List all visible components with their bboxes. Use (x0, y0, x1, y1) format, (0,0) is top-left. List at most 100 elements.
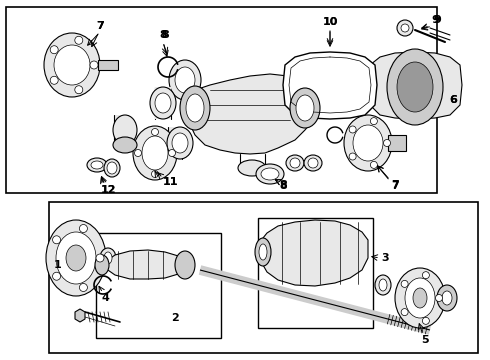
Circle shape (401, 309, 408, 316)
Bar (388, 135, 406, 151)
Ellipse shape (413, 288, 427, 308)
Ellipse shape (107, 162, 117, 174)
Text: 7: 7 (391, 180, 399, 190)
Ellipse shape (44, 33, 100, 97)
Text: 2: 2 (171, 313, 179, 323)
Ellipse shape (104, 252, 112, 264)
Ellipse shape (353, 125, 383, 161)
Circle shape (134, 149, 142, 157)
Ellipse shape (375, 275, 391, 295)
Ellipse shape (290, 88, 320, 128)
Ellipse shape (175, 67, 195, 93)
Circle shape (151, 129, 158, 135)
Text: 8: 8 (279, 181, 287, 191)
Ellipse shape (133, 126, 177, 180)
Polygon shape (283, 52, 377, 119)
Circle shape (50, 46, 58, 54)
Ellipse shape (256, 164, 284, 184)
Ellipse shape (308, 158, 318, 168)
Text: 8: 8 (161, 30, 169, 40)
Ellipse shape (180, 86, 210, 130)
Text: 8: 8 (279, 180, 287, 190)
Circle shape (370, 118, 377, 125)
Bar (96, 233, 221, 338)
Ellipse shape (142, 136, 168, 170)
Circle shape (50, 76, 58, 84)
Text: 9: 9 (431, 15, 439, 25)
Ellipse shape (259, 244, 267, 260)
Circle shape (75, 86, 83, 94)
Ellipse shape (155, 93, 171, 113)
Ellipse shape (255, 238, 271, 266)
Text: 6: 6 (449, 95, 457, 105)
Ellipse shape (387, 49, 443, 125)
Circle shape (422, 317, 429, 324)
Ellipse shape (186, 94, 204, 122)
Text: 12: 12 (100, 185, 116, 195)
Text: 11: 11 (162, 177, 178, 187)
Ellipse shape (238, 160, 266, 176)
Ellipse shape (100, 248, 116, 268)
Ellipse shape (172, 133, 188, 153)
Circle shape (384, 140, 391, 147)
Ellipse shape (87, 158, 107, 172)
Text: 3: 3 (381, 253, 389, 263)
Text: 10: 10 (322, 17, 338, 27)
Text: 9: 9 (433, 15, 441, 25)
Text: 10: 10 (322, 17, 338, 27)
Circle shape (422, 272, 429, 279)
Bar (168, 127, 182, 159)
Circle shape (52, 236, 61, 244)
Polygon shape (75, 309, 85, 322)
Polygon shape (102, 250, 185, 279)
Circle shape (151, 171, 158, 177)
Text: 6: 6 (449, 95, 457, 105)
Circle shape (75, 36, 83, 44)
Circle shape (349, 126, 356, 133)
Ellipse shape (167, 127, 193, 159)
Ellipse shape (344, 115, 392, 171)
Text: 11: 11 (162, 177, 178, 187)
Circle shape (401, 24, 409, 32)
Text: 8: 8 (159, 30, 167, 40)
Ellipse shape (113, 137, 137, 153)
Circle shape (79, 283, 87, 292)
Ellipse shape (261, 168, 279, 180)
Ellipse shape (442, 291, 452, 305)
Ellipse shape (113, 115, 137, 145)
Ellipse shape (104, 159, 120, 177)
Text: 4: 4 (101, 293, 109, 303)
Ellipse shape (150, 87, 176, 119)
Bar (258, 218, 373, 328)
Ellipse shape (66, 245, 86, 271)
Ellipse shape (405, 278, 435, 318)
Circle shape (79, 225, 87, 233)
Ellipse shape (379, 279, 387, 291)
Bar (49, 202, 478, 353)
Bar (114, 115, 128, 145)
Text: 7: 7 (391, 181, 399, 191)
Circle shape (401, 280, 408, 287)
Bar (155, 87, 171, 119)
Ellipse shape (95, 255, 109, 275)
Ellipse shape (304, 155, 322, 171)
Polygon shape (368, 52, 462, 119)
Text: 12: 12 (100, 185, 116, 195)
Ellipse shape (56, 232, 96, 284)
Ellipse shape (175, 251, 195, 279)
Ellipse shape (91, 161, 103, 169)
Ellipse shape (169, 60, 201, 100)
Circle shape (370, 161, 377, 168)
Circle shape (90, 61, 98, 69)
Ellipse shape (286, 155, 304, 171)
Bar (6, 7, 437, 193)
Ellipse shape (395, 268, 445, 328)
Ellipse shape (397, 62, 433, 112)
Ellipse shape (296, 95, 314, 121)
Ellipse shape (54, 45, 90, 85)
Text: 5: 5 (421, 335, 429, 345)
Text: 1: 1 (54, 260, 62, 270)
Ellipse shape (46, 220, 106, 296)
Circle shape (52, 272, 61, 280)
Ellipse shape (437, 285, 457, 311)
